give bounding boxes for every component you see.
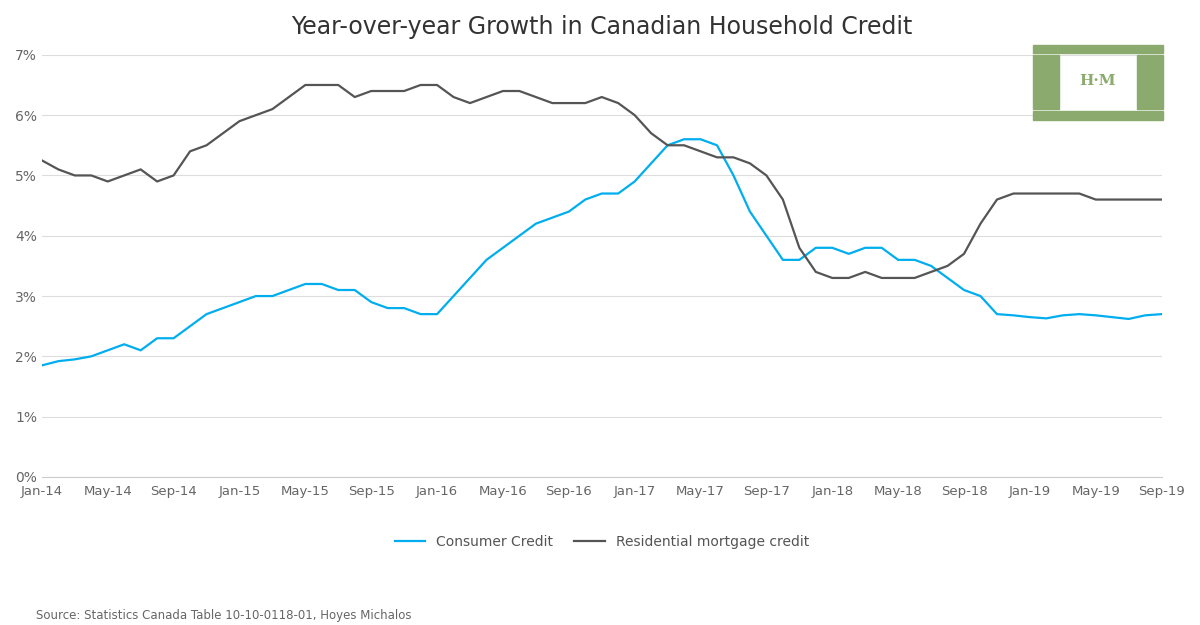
Residential mortgage credit: [1154, 196, 1169, 203]
Bar: [1033, 111, 1163, 120]
Legend: Consumer Credit, Residential mortgage credit: Consumer Credit, Residential mortgage cr…: [389, 529, 815, 554]
Residential mortgage credit: [1138, 196, 1152, 203]
Line: Consumer Credit: Consumer Credit: [42, 139, 1162, 366]
Consumer Credit: [116, 341, 131, 348]
Title: Year-over-year Growth in Canadian Household Credit: Year-over-year Growth in Canadian Househ…: [292, 15, 912, 39]
Text: Source: Statistics Canada Table 10-10-0118-01, Hoyes Michalos: Source: Statistics Canada Table 10-10-01…: [36, 609, 412, 622]
Residential mortgage credit: [248, 111, 263, 119]
Residential mortgage credit: [298, 81, 312, 89]
Residential mortgage credit: [694, 148, 708, 155]
Consumer Credit: [694, 136, 708, 143]
Consumer Credit: [35, 362, 49, 369]
Residential mortgage credit: [216, 129, 230, 137]
Bar: [1033, 44, 1163, 53]
Consumer Credit: [1138, 312, 1152, 319]
Residential mortgage credit: [924, 268, 938, 276]
Residential mortgage credit: [116, 172, 131, 179]
Bar: [1136, 55, 1163, 109]
Residential mortgage credit: [35, 157, 49, 164]
Bar: [1033, 55, 1060, 109]
Consumer Credit: [248, 292, 263, 300]
Text: H·M: H·M: [1080, 74, 1116, 88]
Residential mortgage credit: [826, 274, 840, 282]
Consumer Credit: [677, 136, 691, 143]
Line: Residential mortgage credit: Residential mortgage credit: [42, 85, 1162, 278]
Consumer Credit: [1154, 311, 1169, 318]
Consumer Credit: [414, 311, 428, 318]
Consumer Credit: [397, 304, 412, 312]
